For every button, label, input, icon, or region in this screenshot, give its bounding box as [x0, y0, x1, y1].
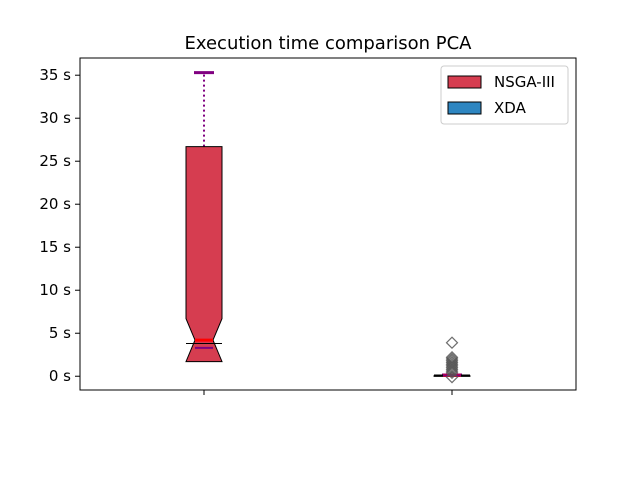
y-tick-label: 25 s [39, 152, 71, 170]
outlier-point [445, 364, 459, 378]
box-body [185, 146, 223, 363]
legend-swatch [447, 75, 482, 89]
chart-title: Execution time comparison PCA [185, 33, 473, 54]
outlier-point [445, 366, 459, 380]
outlier-point [445, 363, 459, 376]
box-nsga-iii [185, 71, 223, 363]
plot-frame [79, 57, 577, 391]
y-tick-label: 0 s [49, 367, 71, 385]
outlier-point [445, 357, 459, 371]
legend-label: XDA [494, 99, 527, 117]
outlier-point [445, 370, 459, 384]
legend: NSGA-III XDA [440, 65, 569, 125]
y-tick-label: 30 s [39, 109, 71, 127]
y-tick-label: 15 s [39, 238, 71, 256]
box-xda [433, 336, 471, 384]
y-tick-label: 20 s [39, 195, 71, 213]
y-tick-label: 35 s [39, 66, 71, 84]
outlier-point [445, 336, 459, 350]
y-tick-label: 10 s [39, 281, 71, 299]
y-tick-label: 5 s [49, 324, 71, 342]
legend-label: NSGA-III [494, 73, 555, 91]
legend-swatch [447, 101, 482, 115]
outlier-point [445, 361, 459, 374]
